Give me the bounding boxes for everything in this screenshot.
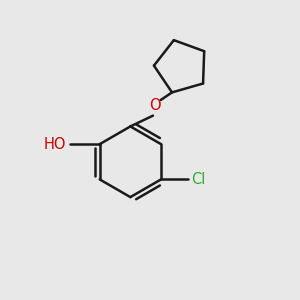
Text: HO: HO	[44, 136, 66, 152]
Text: O: O	[149, 98, 161, 113]
Text: Cl: Cl	[191, 172, 206, 187]
